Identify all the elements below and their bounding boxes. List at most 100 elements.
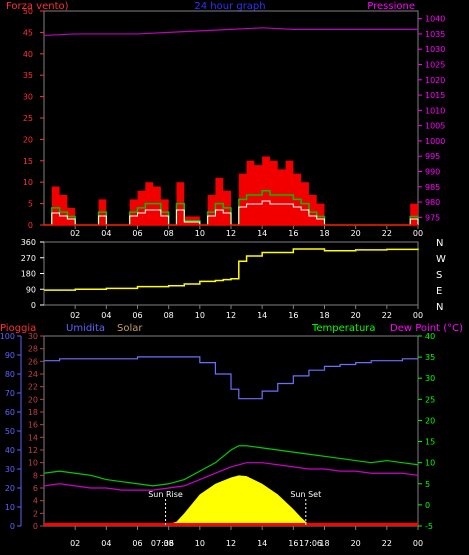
- dir-label-e: E: [436, 286, 442, 297]
- x-tick-label: 06: [132, 229, 142, 238]
- pressure-axis-label: 985: [425, 183, 440, 192]
- x-tick-label: 22: [382, 539, 392, 548]
- humidity-axis-label: 12: [28, 446, 38, 455]
- pressure-axis-label: 1005: [425, 122, 445, 131]
- x-tick-label: 20: [351, 311, 361, 320]
- x-tick-label: 18: [319, 539, 329, 548]
- temp-axis-label: 15: [425, 438, 435, 447]
- direction-panel-frame: [43, 241, 419, 306]
- temp-axis-label: 10: [425, 459, 435, 468]
- wind-avg-line-white: [44, 200, 419, 226]
- x-tick-label: 16: [288, 229, 298, 238]
- x-tick-label: 04: [101, 539, 111, 548]
- humidity-axis-label: 28: [28, 345, 38, 354]
- x-tick-label: 14: [257, 539, 267, 548]
- humidity-axis-label: 0: [33, 522, 38, 531]
- pressure-axis-label: 975: [425, 213, 440, 222]
- pressure-axis-label: 1010: [425, 106, 445, 115]
- pressure-axis-label: 1025: [425, 61, 445, 70]
- x-tick-label: 22: [382, 311, 392, 320]
- wind-avg-line-green: [44, 190, 419, 226]
- dir-label-s: S: [436, 270, 442, 281]
- x-tick-label: 00: [413, 539, 423, 548]
- solar-area: [162, 475, 311, 526]
- legend-rain: Pioggia: [0, 323, 36, 334]
- pressure-axis-label: 1015: [425, 91, 445, 100]
- temp-axis-label: 20: [425, 416, 435, 425]
- rain-axis-label: 80: [5, 370, 15, 379]
- x-tick-label: 20: [351, 229, 361, 238]
- humidity-axis-label: 20: [28, 395, 38, 404]
- x-tick-label: 06: [132, 539, 142, 548]
- pressure-axis-label: 1000: [425, 137, 445, 146]
- humidity-axis-label: 26: [28, 357, 38, 366]
- rain-axis-label: 90: [5, 351, 15, 360]
- legend-dewpoint: Dew Point (°C): [390, 323, 463, 334]
- center-title: 24 hour graph: [194, 1, 265, 12]
- x-tick-label: 02: [70, 539, 80, 548]
- rain-bar: [44, 523, 418, 526]
- humidity-axis-label: 2: [33, 509, 38, 518]
- direction-axis-label: 180: [21, 270, 36, 279]
- rain-axis-label: 70: [5, 389, 15, 398]
- temp-axis-label: 35: [425, 353, 435, 362]
- wind-axis-label: 40: [23, 50, 33, 59]
- pressure-axis-label: 1035: [425, 30, 445, 39]
- direction-axis-label: 270: [21, 254, 36, 263]
- x-tick-label: 14: [257, 229, 267, 238]
- wind-axis-label: 20: [23, 135, 33, 144]
- rain-axis-label: 20: [5, 484, 15, 493]
- x-tick-label: 22: [382, 229, 392, 238]
- sun-annotation: Sun Rise: [148, 490, 183, 499]
- x-tick-label: 08: [164, 229, 174, 238]
- x-tick-label: 14: [257, 311, 267, 320]
- direction-line: [44, 248, 419, 291]
- wind-axis-label: 10: [23, 178, 33, 187]
- wind-axis-label: 45: [23, 28, 33, 37]
- x-tick-label: 00: [413, 311, 423, 320]
- rain-axis-label: 60: [5, 408, 15, 417]
- x-tick-label: 10: [195, 539, 205, 548]
- temperature-line: [43, 445, 419, 487]
- rain-axis-label: 100: [0, 332, 15, 341]
- temp-axis-label: 30: [425, 374, 435, 383]
- humidity-axis-label: 22: [28, 383, 38, 392]
- x-tick-label: 02: [70, 311, 80, 320]
- pressure-line: [43, 27, 418, 37]
- dewpoint-line: [43, 462, 419, 491]
- temp-axis-label: 5: [425, 480, 430, 489]
- pressure-axis-label: 1040: [425, 15, 445, 24]
- legend-humidity: Umidita: [66, 323, 105, 334]
- x-tick-label: 04: [101, 311, 111, 320]
- x-tick-label: 16: [288, 311, 298, 320]
- dir-label-n: N: [436, 238, 443, 249]
- temp-axis-label: 40: [425, 332, 435, 341]
- wind-axis-label: 25: [23, 114, 33, 123]
- wind-axis-label: 5: [28, 200, 33, 209]
- x-tick-label: 12: [226, 539, 236, 548]
- pressure-axis-label: 980: [425, 198, 440, 207]
- x-tick-label: 02: [70, 229, 80, 238]
- x-tick-label: 16: [288, 539, 298, 548]
- x-tick-label: 10: [195, 229, 205, 238]
- humidity-axis-label: 24: [28, 370, 38, 379]
- humidity-axis-label: 16: [28, 421, 38, 430]
- temp-axis-label: 25: [425, 395, 435, 404]
- x-tick-label: 10: [195, 311, 205, 320]
- x-tick-label: 08: [164, 311, 174, 320]
- direction-axis-label: 90: [26, 285, 36, 294]
- x-tick-label: 12: [226, 229, 236, 238]
- x-tick-label: 18: [319, 229, 329, 238]
- x-tick-label: 04: [101, 229, 111, 238]
- temp-axis-label: 0: [425, 501, 430, 510]
- x-tick-label: 12: [226, 311, 236, 320]
- rain-axis-label: 50: [5, 427, 15, 436]
- rain-axis-label: 10: [5, 503, 15, 512]
- humidity-line: [44, 356, 418, 400]
- humidity-axis-label: 6: [33, 484, 38, 493]
- humidity-axis-label: 10: [28, 459, 38, 468]
- dir-label-n2: N: [436, 302, 443, 313]
- legend-solar: Solar: [117, 323, 143, 334]
- x-tick-label: 06: [132, 311, 142, 320]
- humidity-axis-label: 8: [33, 471, 38, 480]
